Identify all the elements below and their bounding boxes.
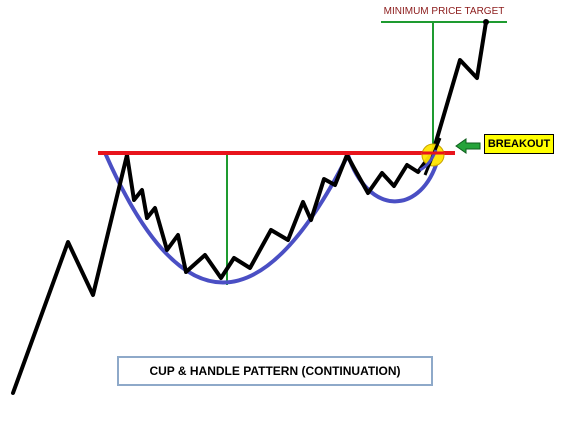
price-endpoint [483,19,489,25]
breakout-label: BREAKOUT [484,134,554,154]
pattern-title: CUP & HANDLE PATTERN (CONTINUATION) [117,356,433,386]
minimum-price-target-label: MINIMUM PRICE TARGET [383,6,505,17]
price-line [11,20,488,395]
breakout-arrow-icon [455,138,481,154]
